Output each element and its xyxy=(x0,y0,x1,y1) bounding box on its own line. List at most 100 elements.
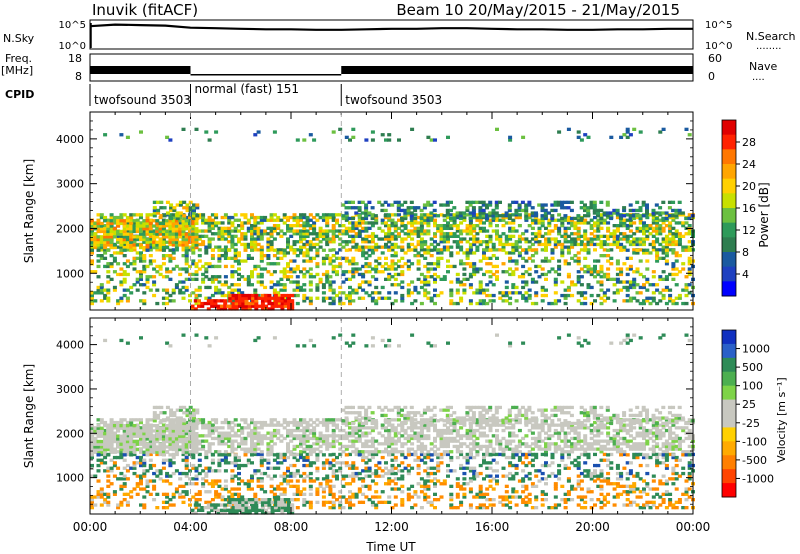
power-cell xyxy=(455,301,460,306)
power-cell xyxy=(579,216,584,221)
velocity-cell xyxy=(125,420,130,425)
power-cell xyxy=(537,240,542,244)
power-cell xyxy=(116,234,121,238)
velocity-cell xyxy=(344,444,349,449)
power-cell xyxy=(188,213,192,217)
power-cell xyxy=(325,213,330,217)
power-cell xyxy=(347,200,352,204)
velocity-cell xyxy=(573,431,578,435)
power-cell xyxy=(335,293,339,298)
power-cell xyxy=(524,214,529,218)
power-cell xyxy=(197,237,202,241)
power-cell xyxy=(651,291,656,295)
velocity-cell xyxy=(537,444,542,449)
power-cell xyxy=(645,248,650,252)
power-cell xyxy=(132,240,137,244)
power-cell xyxy=(400,218,405,222)
power-cell xyxy=(361,221,366,225)
colorbar-cell xyxy=(722,134,736,150)
velocity-cell xyxy=(452,426,457,430)
power-cell xyxy=(426,200,431,204)
power-cell xyxy=(210,232,215,236)
power-cell xyxy=(511,245,516,249)
velocity-cell xyxy=(344,423,349,427)
velocity-cell xyxy=(540,452,545,457)
power-cell xyxy=(367,270,372,274)
power-cell xyxy=(139,251,143,255)
power-cell xyxy=(547,242,552,247)
power-cell xyxy=(416,259,421,263)
power-cell xyxy=(553,200,558,204)
power-cell xyxy=(413,208,418,213)
power-cell xyxy=(491,211,496,215)
power-cell xyxy=(433,234,437,238)
power-cell xyxy=(645,224,650,228)
velocity-cell xyxy=(393,450,398,454)
velocity-cell xyxy=(266,444,271,449)
power-cell xyxy=(241,307,246,311)
velocity-cell xyxy=(148,452,153,457)
power-cell xyxy=(145,248,150,252)
power-cell xyxy=(622,232,627,236)
velocity-cell xyxy=(321,436,326,441)
velocity-cell xyxy=(269,444,274,449)
power-cell xyxy=(112,245,117,250)
power-cell xyxy=(197,248,202,252)
power-cell xyxy=(279,256,284,260)
power-cell xyxy=(664,211,669,215)
velocity-cell xyxy=(384,447,388,451)
velocity-cell xyxy=(217,436,222,441)
power-cell xyxy=(331,248,336,252)
velocity-cell xyxy=(423,452,428,457)
power-cell xyxy=(409,214,414,218)
power-cell xyxy=(514,242,519,247)
power-cell xyxy=(563,218,568,222)
power-cell xyxy=(276,291,281,295)
power-cell xyxy=(583,133,588,137)
power-cell xyxy=(583,206,587,210)
power-cell xyxy=(223,307,228,311)
power-cell xyxy=(593,229,597,233)
velocity-cell xyxy=(370,436,375,441)
power-cell xyxy=(625,127,630,131)
power-cell xyxy=(139,232,143,236)
power-cell xyxy=(547,259,552,263)
power-cell xyxy=(247,301,252,306)
power-cell xyxy=(668,232,673,236)
power-cell xyxy=(219,304,224,308)
velocity-cell xyxy=(576,442,581,446)
power-cell xyxy=(390,242,395,247)
velocity-cell xyxy=(599,447,604,451)
power-cell xyxy=(351,270,356,274)
power-cell xyxy=(439,226,444,230)
power-cell xyxy=(537,203,542,207)
power-cell xyxy=(305,232,310,236)
velocity-cell xyxy=(527,450,532,454)
power-cell xyxy=(204,221,209,225)
power-cell xyxy=(452,301,457,306)
power-cell xyxy=(674,272,679,277)
power-cell xyxy=(446,226,450,230)
power-cell xyxy=(282,283,287,287)
power-cell xyxy=(192,216,196,221)
velocity-cell xyxy=(295,452,300,457)
power-cell xyxy=(459,296,464,300)
velocity-cell xyxy=(570,423,575,427)
power-cell xyxy=(250,234,254,238)
velocity-cell xyxy=(446,418,450,422)
power-cell xyxy=(547,237,552,241)
power-cell xyxy=(599,275,604,279)
power-cell xyxy=(210,254,215,258)
velocity-cell xyxy=(455,439,460,443)
velocity-cell xyxy=(612,434,617,438)
velocity-cell xyxy=(459,426,464,430)
power-cell xyxy=(573,232,578,236)
velocity-cell xyxy=(553,442,558,446)
power-cell xyxy=(596,259,601,263)
power-cell xyxy=(119,221,124,226)
power-cell xyxy=(377,270,382,274)
power-cell xyxy=(406,259,411,263)
power-cell xyxy=(282,285,287,290)
power-cell xyxy=(266,254,271,258)
power-cell xyxy=(142,299,147,303)
